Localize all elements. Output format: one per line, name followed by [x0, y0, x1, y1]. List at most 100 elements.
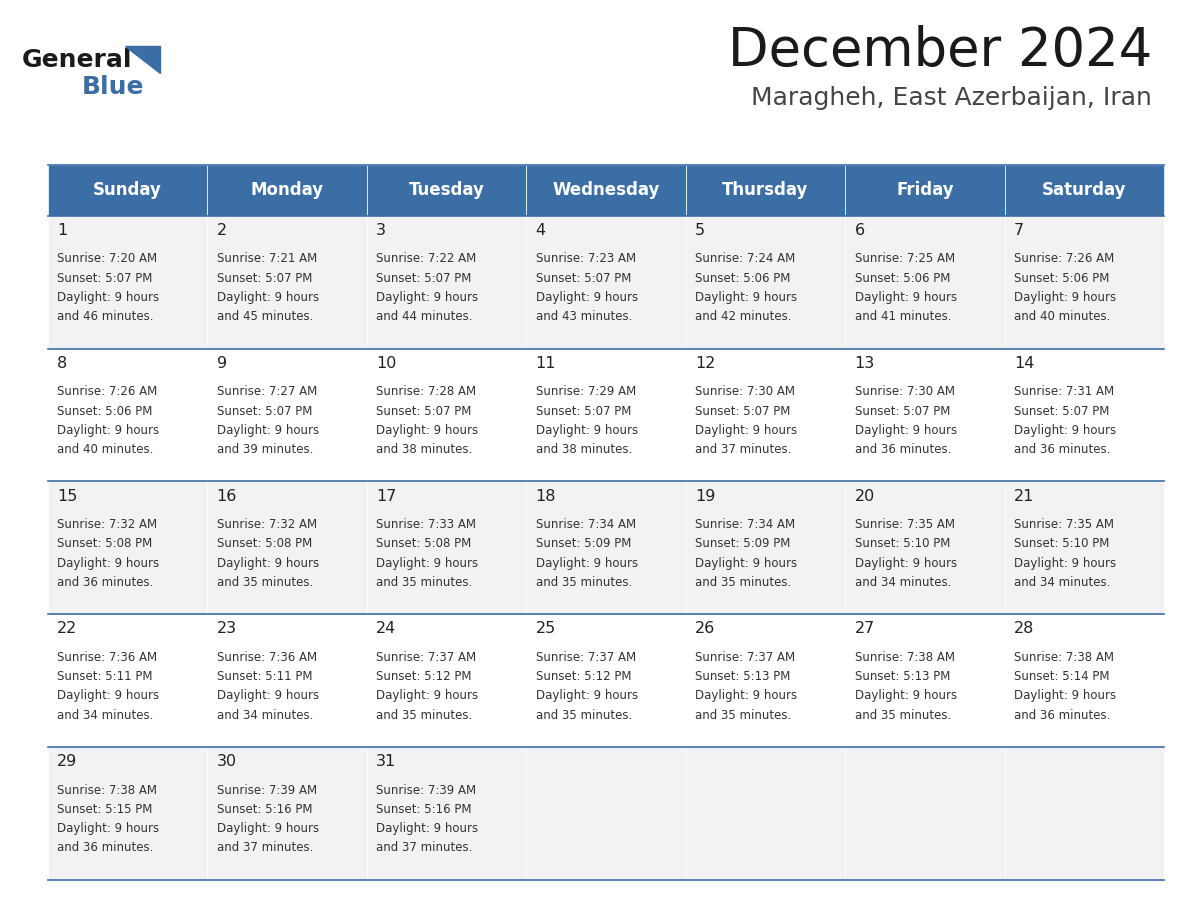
Bar — [845, 747, 1005, 879]
Text: and 38 minutes.: and 38 minutes. — [536, 443, 632, 456]
Text: and 41 minutes.: and 41 minutes. — [854, 310, 952, 323]
Text: Sunrise: 7:34 AM: Sunrise: 7:34 AM — [695, 518, 795, 531]
Text: Sunset: 5:07 PM: Sunset: 5:07 PM — [377, 405, 472, 418]
Text: Sunset: 5:15 PM: Sunset: 5:15 PM — [57, 803, 152, 816]
Text: Daylight: 9 hours: Daylight: 9 hours — [1015, 689, 1117, 702]
Text: 15: 15 — [57, 488, 77, 504]
Bar — [48, 349, 207, 481]
Text: and 35 minutes.: and 35 minutes. — [216, 576, 312, 588]
Bar — [526, 481, 685, 614]
Bar — [367, 349, 526, 481]
Text: Daylight: 9 hours: Daylight: 9 hours — [57, 291, 159, 304]
Text: Daylight: 9 hours: Daylight: 9 hours — [695, 556, 797, 569]
Text: Daylight: 9 hours: Daylight: 9 hours — [57, 823, 159, 835]
Text: Maragheh, East Azerbaijan, Iran: Maragheh, East Azerbaijan, Iran — [752, 86, 1152, 110]
Text: 4: 4 — [536, 223, 545, 238]
Text: Sunset: 5:08 PM: Sunset: 5:08 PM — [57, 537, 152, 550]
Text: 23: 23 — [216, 621, 236, 636]
Text: 10: 10 — [377, 356, 397, 371]
Text: 14: 14 — [1015, 356, 1035, 371]
Text: and 34 minutes.: and 34 minutes. — [57, 709, 153, 722]
Bar — [526, 614, 685, 747]
Text: Friday: Friday — [896, 182, 954, 199]
Text: Sunset: 5:11 PM: Sunset: 5:11 PM — [216, 670, 312, 683]
Text: and 35 minutes.: and 35 minutes. — [695, 709, 791, 722]
Text: Sunrise: 7:27 AM: Sunrise: 7:27 AM — [216, 386, 317, 398]
Bar — [845, 614, 1005, 747]
Bar — [1005, 481, 1164, 614]
Text: Daylight: 9 hours: Daylight: 9 hours — [216, 291, 318, 304]
Text: Sunrise: 7:30 AM: Sunrise: 7:30 AM — [695, 386, 795, 398]
Bar — [207, 165, 367, 216]
Text: Sunset: 5:07 PM: Sunset: 5:07 PM — [57, 272, 152, 285]
Text: Daylight: 9 hours: Daylight: 9 hours — [854, 291, 956, 304]
Text: 25: 25 — [536, 621, 556, 636]
Text: Sunset: 5:07 PM: Sunset: 5:07 PM — [216, 405, 312, 418]
Text: and 39 minutes.: and 39 minutes. — [216, 443, 312, 456]
Text: Sunday: Sunday — [93, 182, 162, 199]
Text: and 46 minutes.: and 46 minutes. — [57, 310, 153, 323]
Text: Daylight: 9 hours: Daylight: 9 hours — [57, 556, 159, 569]
Text: Sunset: 5:16 PM: Sunset: 5:16 PM — [216, 803, 312, 816]
Bar — [1005, 614, 1164, 747]
Bar — [367, 614, 526, 747]
Text: Sunrise: 7:33 AM: Sunrise: 7:33 AM — [377, 518, 476, 531]
Bar — [207, 349, 367, 481]
Text: and 42 minutes.: and 42 minutes. — [695, 310, 791, 323]
Text: Sunrise: 7:20 AM: Sunrise: 7:20 AM — [57, 252, 157, 265]
Text: Sunset: 5:07 PM: Sunset: 5:07 PM — [695, 405, 790, 418]
Bar — [207, 747, 367, 879]
Text: Daylight: 9 hours: Daylight: 9 hours — [536, 556, 638, 569]
Text: 20: 20 — [854, 488, 874, 504]
Text: 22: 22 — [57, 621, 77, 636]
Text: and 35 minutes.: and 35 minutes. — [854, 709, 950, 722]
Text: Sunset: 5:09 PM: Sunset: 5:09 PM — [536, 537, 631, 550]
Text: Daylight: 9 hours: Daylight: 9 hours — [377, 424, 479, 437]
Text: and 35 minutes.: and 35 minutes. — [695, 576, 791, 588]
Bar — [48, 614, 207, 747]
Text: Sunrise: 7:38 AM: Sunrise: 7:38 AM — [854, 651, 955, 664]
Polygon shape — [125, 46, 160, 73]
Text: Wednesday: Wednesday — [552, 182, 659, 199]
Text: Sunset: 5:12 PM: Sunset: 5:12 PM — [536, 670, 631, 683]
Bar — [207, 216, 367, 349]
Text: Sunrise: 7:35 AM: Sunrise: 7:35 AM — [1015, 518, 1114, 531]
Bar — [845, 165, 1005, 216]
Text: Sunset: 5:13 PM: Sunset: 5:13 PM — [854, 670, 950, 683]
Text: and 40 minutes.: and 40 minutes. — [57, 443, 153, 456]
Text: 7: 7 — [1015, 223, 1024, 238]
Text: 16: 16 — [216, 488, 236, 504]
Text: Daylight: 9 hours: Daylight: 9 hours — [377, 556, 479, 569]
Text: Daylight: 9 hours: Daylight: 9 hours — [216, 689, 318, 702]
Text: Daylight: 9 hours: Daylight: 9 hours — [854, 689, 956, 702]
Bar — [685, 481, 845, 614]
Text: and 40 minutes.: and 40 minutes. — [1015, 310, 1111, 323]
Text: Daylight: 9 hours: Daylight: 9 hours — [536, 689, 638, 702]
Text: 11: 11 — [536, 356, 556, 371]
Text: Sunset: 5:07 PM: Sunset: 5:07 PM — [216, 272, 312, 285]
Text: and 36 minutes.: and 36 minutes. — [57, 576, 153, 588]
Text: and 38 minutes.: and 38 minutes. — [377, 443, 473, 456]
Text: Saturday: Saturday — [1042, 182, 1126, 199]
Text: Sunrise: 7:32 AM: Sunrise: 7:32 AM — [216, 518, 317, 531]
Text: Daylight: 9 hours: Daylight: 9 hours — [854, 556, 956, 569]
Bar — [526, 747, 685, 879]
Text: and 36 minutes.: and 36 minutes. — [57, 842, 153, 855]
Bar — [685, 349, 845, 481]
Text: Daylight: 9 hours: Daylight: 9 hours — [695, 291, 797, 304]
Text: and 34 minutes.: and 34 minutes. — [216, 709, 312, 722]
Bar — [685, 216, 845, 349]
Text: Sunrise: 7:26 AM: Sunrise: 7:26 AM — [57, 386, 157, 398]
Text: Sunset: 5:07 PM: Sunset: 5:07 PM — [377, 272, 472, 285]
Text: Daylight: 9 hours: Daylight: 9 hours — [1015, 556, 1117, 569]
Text: 28: 28 — [1015, 621, 1035, 636]
Text: Sunrise: 7:31 AM: Sunrise: 7:31 AM — [1015, 386, 1114, 398]
Bar — [1005, 747, 1164, 879]
Bar — [367, 747, 526, 879]
Text: 27: 27 — [854, 621, 874, 636]
Text: Sunrise: 7:32 AM: Sunrise: 7:32 AM — [57, 518, 157, 531]
Text: Sunrise: 7:36 AM: Sunrise: 7:36 AM — [216, 651, 317, 664]
Text: Sunset: 5:13 PM: Sunset: 5:13 PM — [695, 670, 790, 683]
Text: Thursday: Thursday — [722, 182, 809, 199]
Bar — [1005, 349, 1164, 481]
